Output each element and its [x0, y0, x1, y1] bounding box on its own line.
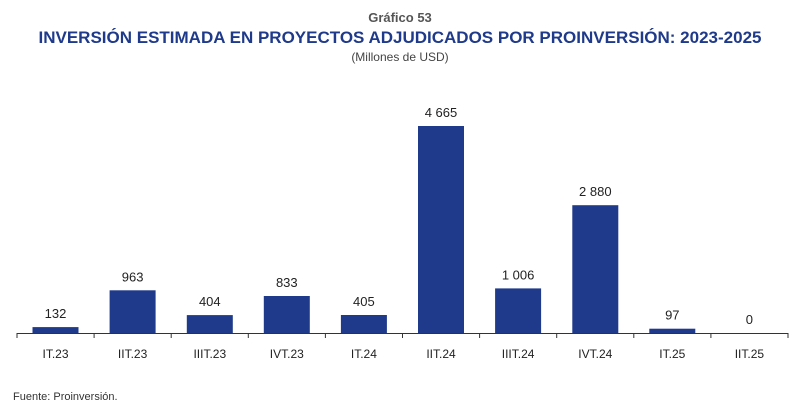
data-label: 4 665 — [425, 105, 458, 120]
data-label: 833 — [276, 275, 298, 290]
source-note: Fuente: Proinversión. — [13, 391, 118, 403]
data-label: 405 — [353, 294, 375, 309]
bar-ivt-23 — [263, 296, 310, 333]
x-tick-label: IIT.24 — [426, 347, 456, 361]
bar-it-25 — [649, 328, 696, 333]
x-tick-label: IIT.23 — [118, 347, 148, 361]
x-tick-label: IVT.24 — [578, 347, 612, 361]
bar-it-24 — [340, 315, 387, 333]
bar-ivt-24 — [572, 205, 619, 333]
chart-number: Gráfico 53 — [368, 10, 432, 25]
x-tick-label: IIT.25 — [735, 347, 765, 361]
data-label: 0 — [746, 312, 753, 327]
data-label: 404 — [199, 294, 221, 309]
data-label: 132 — [45, 306, 67, 321]
bar-iiit-23 — [186, 315, 233, 333]
chart-subtitle: (Millones de USD) — [351, 50, 449, 64]
x-tick-label: IIIT.24 — [502, 347, 535, 361]
bar-it-23 — [32, 327, 79, 333]
bar-iiit-24 — [495, 288, 542, 333]
data-label: 2 880 — [579, 184, 612, 199]
x-tick-label: IT.24 — [351, 347, 377, 361]
data-label: 963 — [122, 269, 144, 284]
x-tick-label: IT.25 — [659, 347, 685, 361]
bar-iit-24 — [418, 126, 464, 333]
data-label: 97 — [665, 308, 679, 323]
chart-header: Gráfico 53 INVERSIÓN ESTIMADA EN PROYECT… — [0, 10, 800, 65]
x-tick-label: IT.23 — [42, 347, 68, 361]
x-tick-label: IIIT.23 — [193, 347, 226, 361]
data-label: 1 006 — [502, 267, 535, 282]
x-tick-label: IVT.23 — [270, 347, 304, 361]
bar-iit-23 — [109, 290, 156, 333]
chart-title: INVERSIÓN ESTIMADA EN PROYECTOS ADJUDICA… — [38, 28, 762, 47]
